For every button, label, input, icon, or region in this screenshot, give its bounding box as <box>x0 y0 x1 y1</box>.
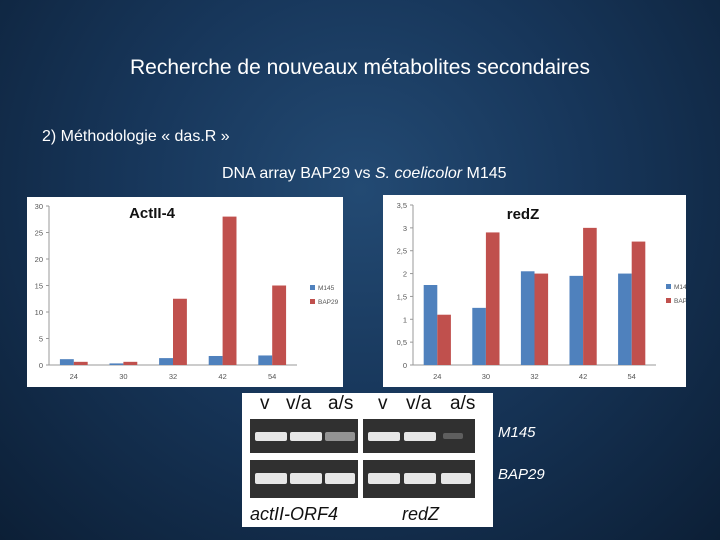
y-tick-label: 3 <box>403 224 407 233</box>
y-tick-label: 15 <box>35 282 43 291</box>
gel-band <box>404 473 436 484</box>
actii4-chart: 0 5 10 15 20 25 30 24 30 32 42 54 M145 BAP29 ActII-4 <box>27 197 343 387</box>
x-tick-label: 30 <box>482 372 490 381</box>
bar-m145-54 <box>618 273 632 365</box>
gel-band <box>325 432 355 441</box>
x-tick-label: 42 <box>579 372 587 381</box>
bar-m145-24 <box>423 285 438 365</box>
x-tick-label: 54 <box>268 372 276 381</box>
gel-lane-label: v <box>260 393 270 414</box>
slide-subtitle: 2) Méthodologie « das.R » <box>42 128 230 145</box>
y-tick-label: 0,5 <box>397 338 407 347</box>
gel-band <box>443 433 463 439</box>
gel-panel-actii-m145 <box>250 419 358 453</box>
x-tick-label: 42 <box>218 372 226 381</box>
y-tick-label: 2 <box>403 270 407 279</box>
chart-title: redZ <box>507 206 540 223</box>
legend-swatch <box>666 284 671 289</box>
redz-chart: 0 0,5 1 1,5 2 2,5 3 3,5 24 30 32 42 54 M145 BAP29 redZ <box>383 195 686 387</box>
bar-m145-32 <box>159 358 173 365</box>
gel-band <box>290 473 322 484</box>
y-tick-label: 10 <box>35 308 43 317</box>
gel-panel-redz-bap29 <box>363 460 475 498</box>
x-tick-label: 54 <box>628 372 636 381</box>
caption-suffix: M145 <box>462 165 507 182</box>
figure-caption: DNA array BAP29 vs S. coelicolor M145 <box>222 165 507 183</box>
caption-prefix: DNA array BAP29 vs <box>222 165 375 182</box>
slide-title: Recherche de nouveaux métabolites second… <box>130 56 590 79</box>
bar-bap29-54 <box>272 285 287 365</box>
gel-band <box>255 473 287 484</box>
bar-m145-30 <box>472 307 486 365</box>
x-tick-label: 30 <box>119 372 127 381</box>
bar-bap29-42 <box>583 227 597 365</box>
chart-svg: 0 5 10 15 20 25 30 24 30 32 42 54 M145 BAP29 ActII-4 <box>35 202 339 381</box>
bar-bap29-54 <box>631 241 646 365</box>
gel-image: v v/a a/s v v/a a/s actII-ORF4 redZ <box>242 393 493 527</box>
chart-title: ActII-4 <box>129 205 176 222</box>
gel-gene-label: actII-ORF4 <box>250 504 339 524</box>
chart-svg: 0 0,5 1 1,5 2 2,5 3 3,5 24 30 32 42 54 M145 BAP29 redZ <box>397 201 686 381</box>
gel-row-label-bap29: BAP29 <box>498 466 545 483</box>
bar-m145-42 <box>569 275 584 365</box>
bar-bap29-32 <box>173 298 187 365</box>
bar-bap29-30 <box>123 361 138 365</box>
legend-swatch <box>310 285 315 290</box>
gel-lane-label: v/a <box>406 393 432 414</box>
legend-swatch <box>310 299 315 304</box>
bar-bap29-24 <box>73 361 88 365</box>
x-tick-label: 32 <box>530 372 538 381</box>
caption-species: S. coelicolor <box>374 165 463 182</box>
bar-m145-32 <box>520 271 535 365</box>
bar-m145-30 <box>109 363 124 365</box>
y-tick-label: 0 <box>403 361 407 370</box>
gel-band <box>290 432 322 441</box>
gel-panel-redz-m145 <box>363 419 475 453</box>
bar-bap29-32 <box>534 273 549 365</box>
legend-label: BAP29 <box>674 298 686 305</box>
gel-row-label-m145: M145 <box>498 424 536 441</box>
bar-bap29-24 <box>437 314 451 365</box>
gel-band <box>404 432 436 441</box>
y-tick-label: 20 <box>35 255 43 264</box>
y-tick-label: 1,5 <box>397 292 407 301</box>
bar-m145-24 <box>59 359 74 365</box>
y-tick-label: 5 <box>39 335 43 344</box>
legend-label: M145 <box>318 285 335 292</box>
x-tick-label: 32 <box>169 372 177 381</box>
bar-bap29-42 <box>222 216 237 365</box>
x-tick-label: 24 <box>433 372 441 381</box>
y-tick-label: 25 <box>35 229 43 238</box>
x-tick-label: 24 <box>70 372 78 381</box>
gel-band <box>255 432 287 441</box>
gel-band <box>325 473 355 484</box>
legend-label: M145 <box>674 284 686 291</box>
y-tick-label: 1 <box>403 315 407 324</box>
gel-panel-actii-bap29 <box>250 460 358 498</box>
gel-band <box>441 473 471 484</box>
y-tick-label: 3,5 <box>397 201 407 210</box>
y-tick-label: 30 <box>35 202 43 211</box>
y-tick-label: 0 <box>39 361 43 370</box>
gel-band <box>368 473 400 484</box>
gel-band <box>368 432 400 441</box>
y-tick-label: 2,5 <box>397 247 407 256</box>
gel-lane-label: v/a <box>286 393 312 414</box>
legend-label: BAP29 <box>318 299 339 306</box>
gel-lane-label: a/s <box>450 393 476 414</box>
gel-lane-label: a/s <box>328 393 354 414</box>
gel-gene-label: redZ <box>402 504 440 524</box>
bar-m145-54 <box>258 355 273 365</box>
bar-bap29-30 <box>485 232 500 365</box>
gel-lane-label: v <box>378 393 388 414</box>
legend-swatch <box>666 298 671 303</box>
bar-m145-42 <box>208 355 223 365</box>
